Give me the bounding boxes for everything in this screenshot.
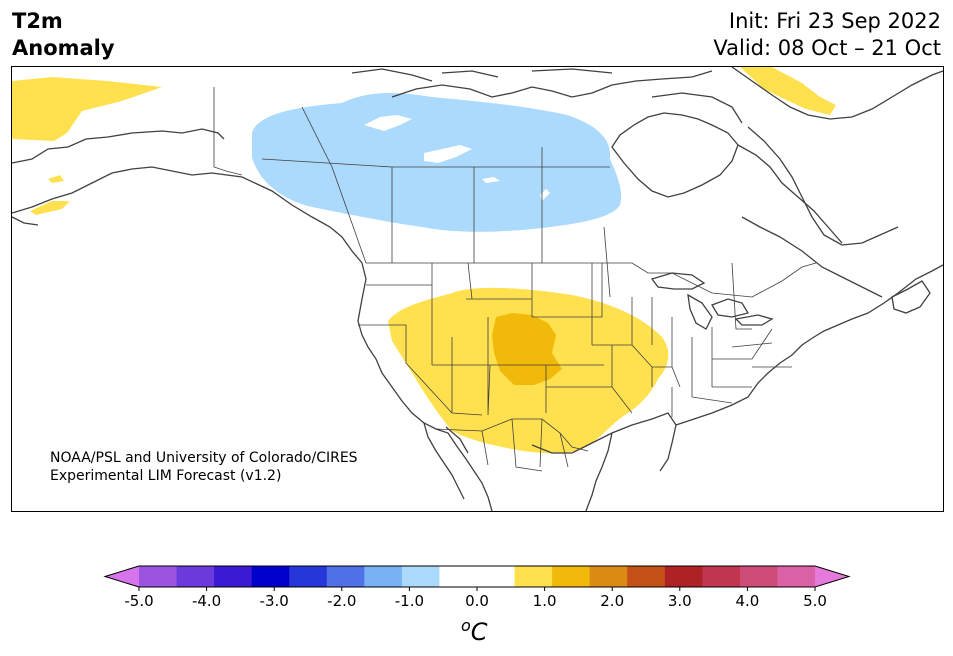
province-borders bbox=[261, 106, 752, 330]
coastlines bbox=[12, 67, 943, 511]
colorbar-tick-label: -2.0 bbox=[327, 592, 356, 610]
state-borders-east bbox=[591, 263, 792, 417]
colorbar-tick-label: 3.0 bbox=[668, 592, 692, 610]
title-line-1: T2m bbox=[12, 9, 63, 33]
warm-anomaly-core bbox=[492, 313, 562, 385]
init-date: Init: Fri 23 Sep 2022 bbox=[728, 9, 941, 33]
map-svg bbox=[12, 67, 943, 511]
colorbar-segment bbox=[364, 566, 403, 587]
quebec-coast bbox=[737, 144, 883, 298]
anomaly-map: NOAA/PSL and University of Colorado/CIRE… bbox=[11, 66, 944, 512]
warm-anomaly-greenland bbox=[740, 67, 836, 115]
valid-dates: Valid: 08 Oct – 21 Oct bbox=[713, 36, 941, 60]
west-coast bbox=[357, 278, 493, 511]
colorbar-segment bbox=[739, 566, 778, 587]
colorbar-segment bbox=[514, 566, 553, 587]
colorbar-segment bbox=[777, 566, 816, 587]
colorbar-segment bbox=[326, 566, 365, 587]
warm-anomaly-alaska bbox=[12, 77, 162, 141]
warm-anomaly-alaska-coast bbox=[30, 201, 70, 215]
colorbar-tick-label: 5.0 bbox=[803, 592, 827, 610]
colorbar-segment bbox=[702, 566, 741, 587]
colorbar-extend-low bbox=[105, 566, 139, 587]
lake-white-3 bbox=[482, 177, 500, 183]
forecast-dates: Init: Fri 23 Sep 2022 Valid: 08 Oct – 21… bbox=[713, 8, 941, 62]
alaska-coast bbox=[12, 128, 367, 280]
colorbar-segment bbox=[477, 566, 516, 587]
warm-anomaly-alaska-bit bbox=[48, 175, 64, 183]
colorbar-segment bbox=[552, 566, 591, 587]
newfoundland bbox=[891, 280, 931, 314]
colorbar-segment bbox=[214, 566, 253, 587]
arctic-islands bbox=[351, 68, 743, 124]
lake-white-2 bbox=[424, 145, 472, 163]
colorbar-tick-label: -4.0 bbox=[192, 592, 221, 610]
colorbar-extend-high bbox=[815, 566, 849, 587]
colorbar-segment bbox=[176, 566, 215, 587]
lake-white-4 bbox=[540, 189, 550, 201]
colorbar-segment bbox=[627, 566, 666, 587]
colorbar-tick-label: 2.0 bbox=[600, 592, 624, 610]
colorbar-tick-label: 0.0 bbox=[465, 592, 489, 610]
lake-white-1 bbox=[364, 115, 412, 131]
greenland-coast bbox=[731, 67, 943, 246]
credit-line-2: Experimental LIM Forecast (v1.2) bbox=[50, 468, 282, 484]
baja-coast bbox=[423, 422, 469, 500]
credit-text: NOAA/PSL and University of Colorado/CIRE… bbox=[50, 449, 358, 485]
degree-sup: o bbox=[461, 616, 471, 635]
mexico-states bbox=[481, 418, 569, 472]
colorbar-segment bbox=[439, 566, 478, 587]
colorbar-ticks: -5.0 -4.0 -3.0 -2.0 -1.0 0.0 1.0 2.0 3.0 4.0 5.0 bbox=[124, 587, 827, 610]
colorbar-segments bbox=[103, 565, 851, 588]
credit-line-1: NOAA/PSL and University of Colorado/CIRE… bbox=[50, 450, 358, 466]
colorbar-tick-label: 4.0 bbox=[735, 592, 759, 610]
colorbar-segment bbox=[589, 566, 628, 587]
colorbar-segment bbox=[401, 566, 440, 587]
unit-label: oC bbox=[461, 616, 488, 646]
borders bbox=[213, 87, 817, 472]
colorbar-segment bbox=[139, 566, 178, 587]
colorbar-segment bbox=[289, 566, 328, 587]
colorbar-tick-label: -1.0 bbox=[395, 592, 424, 610]
us-canada-border bbox=[366, 262, 817, 298]
unit-base: C bbox=[470, 618, 488, 646]
title-line-2: Anomaly bbox=[12, 36, 115, 60]
colorbar-segment bbox=[664, 566, 703, 587]
colorbar-tick-label: 1.0 bbox=[533, 592, 557, 610]
gulf-coast bbox=[531, 412, 677, 511]
alaska-canada-border bbox=[213, 87, 243, 176]
colorbar-segment bbox=[251, 566, 290, 587]
map-title: T2m Anomaly bbox=[12, 8, 115, 62]
colorbar-tick-label: -5.0 bbox=[124, 592, 153, 610]
colorbar-tick-label: -3.0 bbox=[260, 592, 289, 610]
